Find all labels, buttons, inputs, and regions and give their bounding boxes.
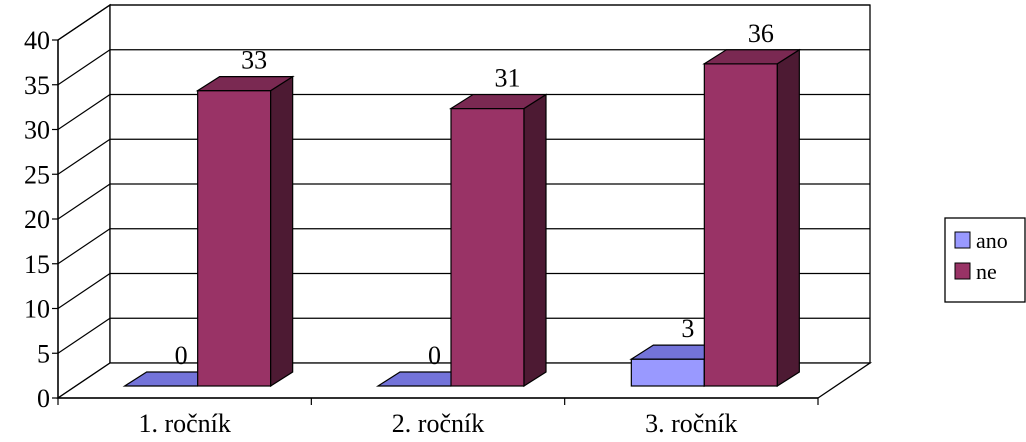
bar-ne-1 bbox=[195, 75, 295, 388]
bar-ne-2 bbox=[448, 93, 549, 388]
gridline bbox=[57, 49, 870, 86]
gridline bbox=[57, 93, 870, 130]
y-tick-label: 15 bbox=[24, 250, 50, 279]
bar-ne-3-top bbox=[702, 49, 802, 65]
bar-ne-1-front bbox=[197, 90, 272, 387]
gridline bbox=[57, 317, 870, 354]
gridline bbox=[57, 4, 870, 41]
gridline bbox=[57, 228, 870, 265]
data-label-ne-2: 31 bbox=[495, 64, 521, 93]
bar-ne-3-front bbox=[703, 63, 778, 387]
y-tick-label: 25 bbox=[24, 160, 50, 189]
y-tick-label: 0 bbox=[37, 384, 50, 413]
legend-label-ne: ne bbox=[976, 259, 997, 284]
y-tick-label: 35 bbox=[24, 71, 50, 100]
x-tick-label: 1. ročník bbox=[138, 409, 230, 438]
data-label-ano-1: 0 bbox=[175, 341, 188, 370]
y-tick-label: 40 bbox=[24, 26, 50, 55]
data-label-ne-1: 33 bbox=[241, 46, 267, 75]
data-labels: 0 33 0 31 3 36 bbox=[175, 19, 774, 370]
bar-ne-3 bbox=[702, 48, 802, 388]
y-tick-label: 20 bbox=[24, 205, 50, 234]
bars bbox=[122, 48, 802, 388]
bar-ne-1-top bbox=[195, 76, 295, 92]
gridlines bbox=[57, 4, 870, 354]
y-tick-label: 5 bbox=[37, 339, 50, 368]
x-tick-label: 2. ročník bbox=[392, 409, 484, 438]
gridline bbox=[57, 272, 870, 309]
legend-swatch-ne bbox=[954, 262, 971, 280]
legend-swatch-ano bbox=[954, 231, 971, 249]
y-tick-label: 10 bbox=[24, 295, 50, 324]
data-label-ne-3: 36 bbox=[748, 19, 774, 48]
x-tick-label: 3. ročník bbox=[645, 409, 737, 438]
bar-ne-2-side bbox=[523, 93, 547, 388]
bar-ano-3-front bbox=[630, 358, 705, 387]
legend: ano ne bbox=[944, 217, 1026, 303]
gridline bbox=[57, 138, 870, 175]
y-tick-label: 30 bbox=[24, 116, 50, 145]
bar-ne-2-front bbox=[450, 107, 525, 387]
bar-ne-2-top bbox=[448, 93, 549, 110]
bar-ne-3-side bbox=[776, 48, 800, 388]
gridline bbox=[57, 183, 870, 220]
data-label-ano-3: 3 bbox=[681, 314, 694, 343]
data-label-ano-2: 0 bbox=[428, 341, 441, 370]
bar-ne-1-side bbox=[270, 75, 294, 388]
legend-label-ano: ano bbox=[976, 228, 1008, 253]
